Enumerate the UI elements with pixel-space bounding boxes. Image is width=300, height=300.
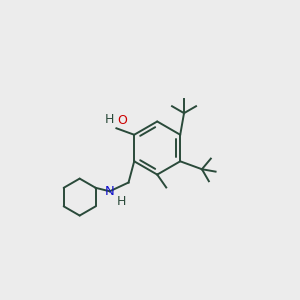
Text: H: H [105,113,115,126]
Text: O: O [117,114,127,127]
Text: N: N [105,185,115,198]
Text: H: H [117,196,126,208]
